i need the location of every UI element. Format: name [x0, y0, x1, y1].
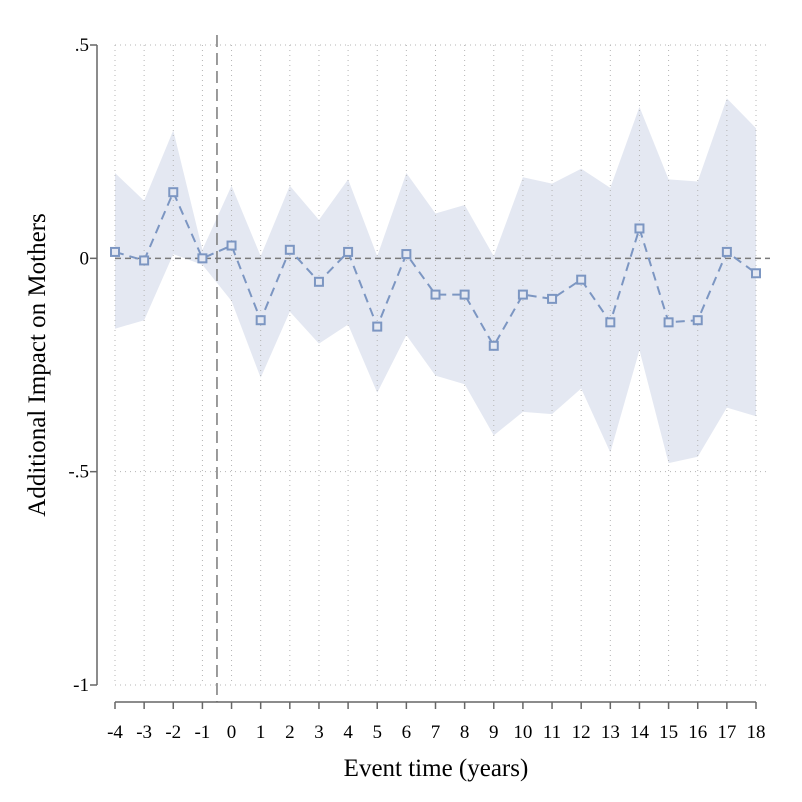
x-tick-label: 0 [227, 722, 237, 743]
estimate-point [226, 240, 237, 251]
estimate-point [110, 246, 120, 257]
x-tick-label: 16 [688, 722, 707, 743]
estimate-point [168, 187, 179, 198]
x-tick-label: 15 [659, 722, 678, 743]
estimate-point [284, 244, 295, 255]
series [110, 187, 761, 351]
estimate-point [255, 315, 266, 326]
x-tick-label: 5 [372, 722, 382, 743]
estimate-point [139, 255, 150, 266]
estimate-point [401, 249, 412, 260]
estimate-point [576, 274, 587, 285]
estimate-point [692, 315, 703, 326]
x-tick-label: 9 [489, 722, 499, 743]
x-tick-label: 7 [431, 722, 441, 743]
x-tick-label: 1 [256, 722, 266, 743]
x-tick-label: 12 [572, 722, 591, 743]
x-tick-label: -4 [107, 722, 123, 743]
x-axis-title: Event time (years) [344, 755, 529, 782]
estimate-point [343, 246, 354, 257]
x-tick-label: 18 [747, 722, 766, 743]
y-tick-label: .5 [75, 35, 89, 56]
tick-labels: -1-.50.5-4 -3 -2 -1 0 1 2 3 4 5 6 7 8 9 10 11 12 13 14 15 16… [68, 35, 765, 743]
x-tick-label: -3 [136, 722, 152, 743]
reference-lines [115, 35, 770, 702]
x-tick-label: 4 [343, 722, 353, 743]
estimate-point [517, 289, 528, 300]
estimate-point [430, 289, 441, 300]
x-tick-label: 2 [285, 722, 295, 743]
x-tick-label: 3 [314, 722, 324, 743]
estimate-point [634, 223, 645, 234]
estimate-point [197, 253, 208, 264]
x-tick-label: 14 [630, 722, 650, 743]
estimate-point [721, 246, 732, 257]
estimate-point [751, 268, 761, 279]
x-tick-label: 6 [402, 722, 412, 743]
x-tick-label: 11 [543, 722, 561, 743]
x-tick-label: -1 [194, 722, 210, 743]
y-tick-label: 0 [80, 248, 90, 269]
estimate-point [313, 276, 324, 287]
estimate-point [605, 317, 616, 328]
estimate-point [547, 293, 558, 304]
estimate-point [488, 340, 499, 351]
y-axis-title: Additional Impact on Mothers [24, 213, 51, 516]
y-tick-label: -1 [73, 675, 89, 696]
x-tick-label: 17 [717, 722, 736, 743]
axes [90, 44, 757, 709]
x-tick-label: -2 [165, 722, 181, 743]
x-tick-label: 10 [513, 722, 532, 743]
x-tick-label: 8 [460, 722, 470, 743]
x-tick-label: 13 [601, 722, 620, 743]
estimate-point [459, 289, 470, 300]
estimate-line [114, 189, 757, 348]
estimate-point [663, 317, 674, 328]
estimate-point [372, 321, 383, 332]
y-tick-label: -.5 [68, 462, 89, 483]
gridlines [114, 44, 770, 686]
